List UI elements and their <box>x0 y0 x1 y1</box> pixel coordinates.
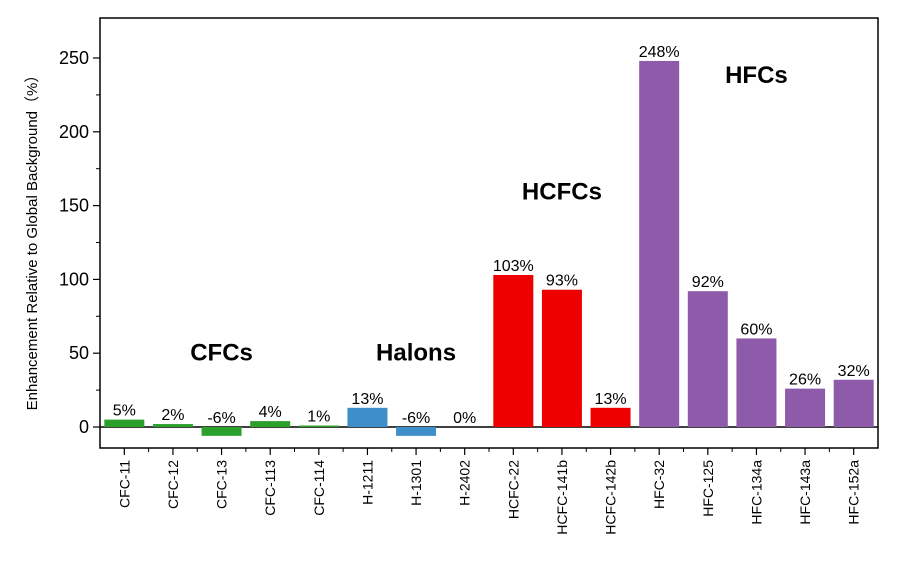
data-label: 5% <box>113 403 136 420</box>
x-tick-label: CFC-13 <box>214 460 230 509</box>
x-tick-label: CFC-113 <box>262 460 278 516</box>
x-tick-label: HFC-32 <box>651 460 667 509</box>
bar-hfc-143a <box>785 388 826 427</box>
x-tick-label: HFC-125 <box>700 460 716 517</box>
data-label: 60% <box>740 321 772 338</box>
bar-cfc-114 <box>298 425 339 427</box>
x-tick-label: HCFC-141b <box>554 460 570 535</box>
bar-hfc-32 <box>639 60 680 428</box>
bar-hcfc-141b <box>541 289 582 427</box>
bar-cfc-12 <box>152 424 193 427</box>
x-tick-label: HFC-152a <box>846 460 862 525</box>
group-labels: CFCs Halons HCFCs HFCs <box>190 62 788 366</box>
y-axis: 0 50 100 150 200 250 <box>59 48 100 437</box>
x-tick-label: HCFC-22 <box>505 460 521 519</box>
y-tick-label: 50 <box>69 343 89 363</box>
data-label: 26% <box>789 372 821 389</box>
x-tick-label: CFC-11 <box>116 460 132 508</box>
x-tick-label: HCFC-142b <box>603 460 619 535</box>
x-tick-label: H-2402 <box>457 460 473 506</box>
data-label: 1% <box>307 409 330 426</box>
x-tick-label: HFC-134a <box>748 460 764 525</box>
bar-h-1301 <box>396 427 437 436</box>
data-label: 92% <box>692 274 724 291</box>
data-label: -6% <box>207 410 235 427</box>
bar-cfc-13 <box>201 427 242 436</box>
x-tick-label: CFC-114 <box>311 460 327 516</box>
bar-hcfc-142b <box>590 407 631 427</box>
data-label: 2% <box>161 407 184 424</box>
x-tick-label: H-1211 <box>359 460 375 505</box>
y-tick-label: 250 <box>59 48 89 68</box>
y-tick-label: 100 <box>59 269 89 289</box>
y-tick-label: 200 <box>59 122 89 142</box>
x-tick-label: CFC-12 <box>165 460 181 509</box>
group-label-cfcs: CFCs <box>190 340 253 367</box>
data-label: 93% <box>546 273 578 290</box>
data-label: 32% <box>838 363 870 380</box>
data-label: 0% <box>453 410 476 427</box>
x-tick-label: H-1301 <box>408 460 424 506</box>
data-label: 248% <box>639 44 680 61</box>
bars <box>104 60 874 436</box>
bar-hfc-125 <box>687 291 728 427</box>
group-label-halons: Halons <box>376 340 456 367</box>
y-axis-label: Enhancement Relative to Global Backgroun… <box>24 68 41 411</box>
y-tick-label: 0 <box>79 417 89 437</box>
data-label: 4% <box>259 404 282 421</box>
data-label: 13% <box>351 391 383 408</box>
x-axis: CFC-11 CFC-12 CFC-13 CFC-113 CFC-114 H-1211 H-… <box>116 448 862 535</box>
bar-hcfc-22 <box>493 274 534 427</box>
data-labels: 5% 2% -6% 4% 1% 13% -6% 0% 103% 93% 13% 248% 92% 60% 2… <box>113 44 870 427</box>
group-label-hcfcs: HCFCs <box>522 179 602 206</box>
data-label: 103% <box>493 258 534 275</box>
bar-hfc-152a <box>833 379 874 427</box>
x-tick-label: HFC-143a <box>797 460 813 525</box>
data-label: 13% <box>595 391 627 408</box>
bar-hfc-134a <box>736 338 777 427</box>
data-label: -6% <box>402 410 430 427</box>
bar-h-1211 <box>347 407 388 427</box>
bar-cfc-113 <box>250 421 291 427</box>
bar-cfc-11 <box>104 419 145 427</box>
group-label-hfcs: HFCs <box>725 62 788 89</box>
y-tick-label: 150 <box>59 196 89 216</box>
